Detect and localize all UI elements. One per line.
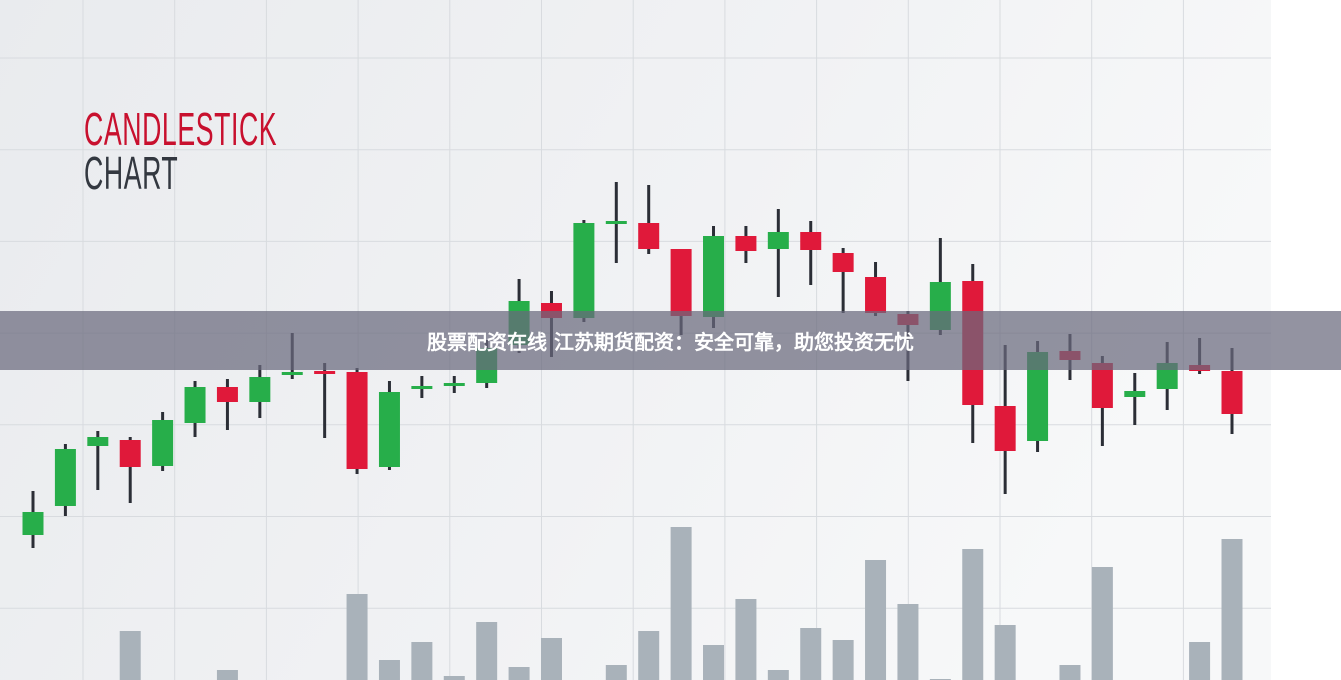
volume-bar	[378, 660, 400, 680]
candle-body-up	[573, 223, 595, 318]
volume-bar	[962, 549, 984, 680]
candle-body-up	[249, 377, 271, 402]
candle-body-down	[670, 249, 692, 316]
volume-bar	[638, 631, 660, 680]
candle-body-down	[1091, 363, 1113, 408]
chart-title-line-1: CANDLESTICK	[84, 103, 278, 155]
candle-body-up	[443, 383, 465, 386]
candle-body-down	[346, 372, 368, 469]
candle-body-up	[767, 232, 789, 249]
volume-bar	[411, 642, 433, 680]
volume-bar	[476, 622, 498, 680]
candle-body-down	[1221, 371, 1243, 414]
candle-body-up	[87, 437, 109, 446]
candle-body-up	[411, 386, 433, 389]
candle-body-up	[1124, 391, 1146, 397]
overlay-banner: 股票配资在线 江苏期货配资：安全可靠，助您投资无忧	[0, 311, 1341, 370]
candle-body-up	[703, 236, 725, 317]
volume-bar	[800, 628, 822, 680]
volume-bar	[216, 670, 238, 680]
candle-body-up	[22, 512, 44, 535]
candle-body-down	[314, 371, 336, 374]
candle-body-down	[638, 223, 660, 249]
volume-bar	[1091, 567, 1113, 680]
candle-body-up	[184, 387, 206, 423]
volume-bar	[703, 645, 725, 680]
volume-bar	[832, 640, 854, 680]
volume-bar	[670, 527, 692, 680]
candle-body-down	[119, 440, 141, 467]
candle-body-up	[605, 221, 627, 224]
candle-body-up	[152, 420, 174, 466]
volume-bar	[346, 594, 368, 680]
candle-body-down	[994, 406, 1016, 451]
volume-bar	[540, 638, 562, 680]
volume-bar	[443, 676, 465, 680]
volume-bar	[605, 665, 627, 680]
candle-body-down	[216, 387, 238, 402]
candle-body-up	[54, 449, 76, 506]
volume-bar	[1059, 665, 1081, 680]
volume-bar	[767, 670, 789, 680]
candle-body-up	[378, 392, 400, 467]
chart-title-line-2: CHART	[84, 147, 179, 199]
candle-body-down	[735, 236, 757, 251]
candle-body-up	[1027, 352, 1049, 441]
volume-bar	[1189, 642, 1211, 680]
volume-bar	[119, 631, 141, 680]
candle-body-down	[865, 277, 887, 313]
candle-body-up	[281, 372, 303, 375]
volume-bar	[1221, 539, 1243, 680]
candle-body-down	[832, 253, 854, 272]
banner-text: 股票配资在线 江苏期货配资：安全可靠，助您投资无忧	[427, 330, 914, 354]
volume-bar	[897, 604, 919, 680]
volume-bar	[508, 667, 530, 680]
volume-bar	[994, 625, 1016, 680]
candle-body-down	[800, 232, 822, 250]
volume-bar	[735, 599, 757, 680]
volume-bar	[865, 560, 887, 680]
